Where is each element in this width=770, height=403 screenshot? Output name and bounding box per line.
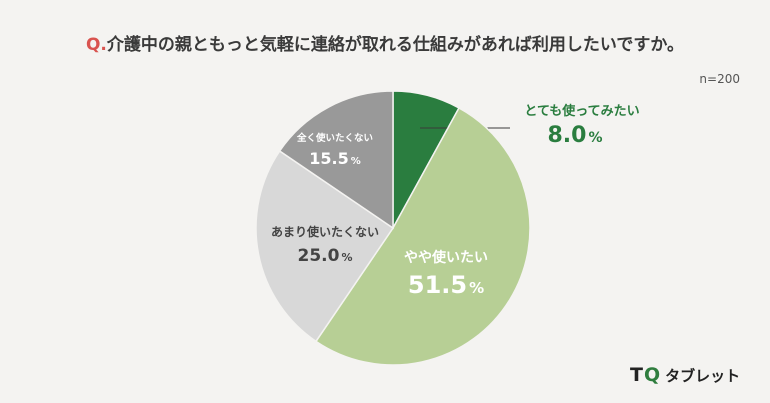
chart-title: Q.介護中の親ともっと気軽に連絡が取れる仕組みがあれば利用したいですか。 [0,30,770,55]
slice-label-1: やや使いたい [404,249,488,266]
logo-mark-q: Q [643,364,662,386]
pie-slice-3 [278,90,394,230]
slice-value-0: 8.0% [547,123,602,148]
sample-size: n=200 [699,72,740,86]
question-prefix: Q. [85,35,107,55]
logo-mark-t: T [630,364,644,386]
brand-logo: TQ タブレット [630,364,740,386]
slice-value-1: 51.5% [408,271,484,299]
slice-value-2: 25.0% [298,246,353,266]
question-text: 介護中の親ともっと気軽に連絡が取れる仕組みがあれば利用したいですか。 [106,35,685,55]
slice-label-2: あまり使いたくない [271,224,379,239]
slice-value-3: 15.5% [309,149,361,168]
slice-label-3: 全く使いたくない [296,132,373,144]
pie-slice-2 [255,149,395,343]
logo-name: タブレット [665,366,741,385]
pie-slice-1 [314,106,531,366]
slice-label-0: とても使ってみたい [524,103,639,119]
logo-mark: TQ [630,364,661,386]
